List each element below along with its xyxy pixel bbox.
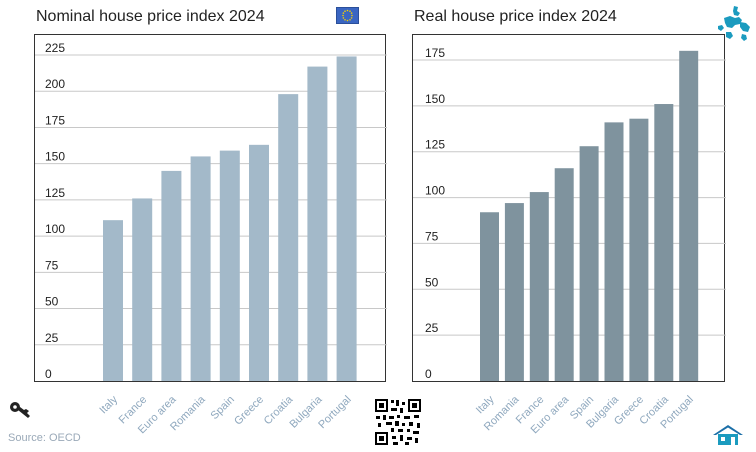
bar-greece[interactable] (629, 118, 649, 381)
bar-france[interactable] (132, 198, 153, 381)
bar-portugal[interactable] (336, 56, 357, 382)
y-tick-label: 0 (425, 367, 432, 381)
bar-romania[interactable] (190, 156, 211, 381)
bar-bulgaria[interactable] (604, 122, 624, 381)
bar-bulgaria[interactable] (307, 66, 328, 381)
bar-italy[interactable] (103, 220, 123, 381)
chart-nominal: 0 25 50 75 100 125 150 175 200 225 (35, 41, 387, 382)
y-tick-label: 0 (45, 367, 52, 381)
bar-euro-area[interactable] (554, 168, 574, 381)
eu-flag-icon (336, 7, 359, 24)
y-tick-label: 50 (425, 275, 439, 289)
key-icon (8, 400, 32, 420)
house-icon (712, 424, 744, 446)
chart-panel-nominal: 0 25 50 75 100 125 150 175 200 225 (34, 34, 387, 382)
bar-france[interactable] (529, 192, 549, 381)
y-tick-label: 175 (425, 46, 445, 60)
y-tick-label: 75 (45, 258, 59, 272)
y-tick-label: 175 (45, 113, 65, 127)
chart-title-nominal: Nominal house price index 2024 (36, 8, 265, 25)
bar-euro-area[interactable] (161, 170, 182, 381)
y-tick-label: 100 (45, 222, 65, 236)
x-category-label: Greece (232, 394, 266, 428)
bar-croatia[interactable] (654, 104, 674, 381)
y-tick-label: 200 (45, 77, 65, 91)
europe-map-icon (716, 4, 754, 44)
x-category-label: Portugal (316, 394, 353, 431)
source-note: Source: OECD (8, 432, 81, 444)
y-tick-label: 225 (45, 41, 65, 55)
y-tick-label: 125 (45, 186, 65, 200)
bar-italy[interactable] (480, 212, 499, 381)
y-tick-label: 50 (45, 295, 59, 309)
bar-spain[interactable] (579, 146, 599, 381)
bar-portugal[interactable] (679, 50, 699, 381)
y-tick-label: 25 (45, 331, 59, 345)
chart-real: 0 25 50 75 100 125 150 175 (413, 46, 726, 381)
bar-spain[interactable] (219, 150, 240, 381)
y-tick-label: 100 (425, 184, 445, 198)
chart-title-real: Real house price index 2024 (414, 8, 617, 25)
bar-greece[interactable] (249, 144, 269, 381)
bar-romania[interactable] (504, 203, 524, 381)
x-category-label: Italy (97, 393, 120, 416)
y-tick-label: 75 (425, 229, 439, 243)
y-tick-label: 25 (425, 321, 439, 335)
bar-croatia[interactable] (278, 94, 299, 381)
chart-panel-real: 0 25 50 75 100 125 150 175 (412, 34, 726, 382)
y-tick-label: 150 (45, 150, 65, 164)
y-tick-label: 150 (425, 92, 445, 106)
qr-code-icon[interactable] (374, 398, 422, 446)
y-tick-label: 125 (425, 138, 445, 152)
